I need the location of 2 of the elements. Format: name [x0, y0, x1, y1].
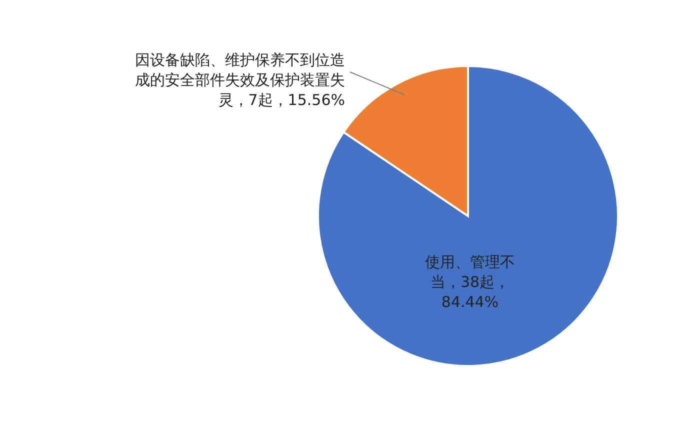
- slice-label: 使用、管理不当，38起，84.44%: [425, 253, 515, 311]
- slice-label: 因设备缺陷、维护保养不到位造成的安全部件失效及保护装置失灵，7起，15.56%: [135, 51, 345, 109]
